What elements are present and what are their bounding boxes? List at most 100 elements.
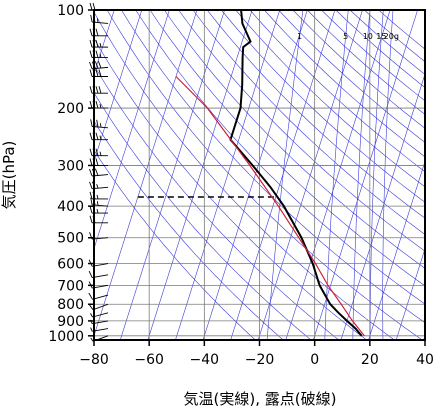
- x-tick-label: −60: [134, 352, 164, 368]
- isotherm-line: [230, 10, 336, 340]
- barb-flag: [90, 14, 93, 23]
- isotherm-line: [94, 10, 115, 75]
- dry-adiabat-line: [94, 11, 395, 340]
- barb-flag: [90, 119, 93, 127]
- isotherm-line: [94, 10, 198, 337]
- isotherm-line: [395, 247, 425, 340]
- dry-adiabat-line: [235, 10, 425, 188]
- dry-adiabat-line: [263, 10, 425, 158]
- mixing-ratio-label: 5: [343, 32, 348, 41]
- dry-adiabat-line: [94, 149, 256, 340]
- temperature-line: [229, 10, 363, 337]
- barb-flag: [98, 69, 102, 77]
- barb-flag: [97, 61, 102, 69]
- barb-half-flag: [99, 103, 102, 109]
- y-tick-label: 800: [57, 297, 84, 313]
- isotherm-line: [147, 10, 253, 340]
- mixing-ratio-label: 20g: [384, 32, 399, 41]
- barb-half-flag: [96, 208, 99, 214]
- dry-adiabat-line: [221, 10, 425, 203]
- mixing-ratio-label: 15: [376, 32, 386, 41]
- barb-flag: [89, 50, 93, 58]
- barb-flag: [89, 132, 93, 140]
- x-tick-labels: −80 −60 −40 −20 0 20 40: [79, 352, 434, 368]
- barb-flag: [89, 2, 93, 11]
- dry-adiabat-line: [94, 37, 368, 340]
- barb-flag: [95, 132, 99, 140]
- dry-adiabat-line: [206, 10, 425, 219]
- y-tick-label: 1000: [48, 329, 84, 345]
- parcel-line: [175, 76, 365, 337]
- wind-barb: [90, 312, 109, 318]
- isotherm-line: [94, 10, 143, 163]
- barb-staff: [92, 294, 109, 300]
- barb-half-flag: [99, 151, 102, 156]
- barb-half-flag: [96, 194, 99, 200]
- barb-flag: [89, 169, 93, 177]
- dry-adiabat-line: [249, 10, 425, 173]
- x-tick-label: 0: [310, 352, 319, 368]
- mixing-ratio-label: 1: [297, 32, 302, 41]
- barb-staff: [92, 303, 109, 311]
- dry-adiabat-line: [121, 10, 425, 324]
- dry-adiabat-line: [278, 10, 425, 143]
- barb-flag: [95, 100, 99, 109]
- isotherm-line: [119, 10, 225, 340]
- x-tick-label: −40: [190, 352, 220, 368]
- dry-adiabat-line: [178, 10, 425, 252]
- y-tick-label: 100: [57, 3, 84, 19]
- barb-flag: [95, 148, 99, 156]
- x-tick-label: 40: [416, 352, 434, 368]
- barb-flag: [94, 61, 99, 69]
- barb-flag: [96, 119, 99, 128]
- isotherm-line: [94, 10, 170, 250]
- x-tick-label: −80: [79, 352, 109, 368]
- barb-staff: [92, 312, 109, 318]
- dry-adiabat-line: [163, 10, 425, 269]
- y-tick-label: 200: [57, 101, 84, 117]
- barb-flag: [89, 28, 93, 36]
- series-layer: [137, 10, 365, 337]
- barb-flag: [88, 292, 93, 300]
- dry-adiabat-line: [135, 10, 425, 305]
- barb-flag: [94, 168, 99, 176]
- barb-flag: [98, 86, 102, 94]
- grid-lines: [94, 10, 425, 340]
- dry-adiabat-line: [94, 64, 340, 340]
- y-tick-label: 300: [57, 158, 84, 174]
- barb-flag: [89, 191, 93, 200]
- barb-half-flag: [99, 42, 102, 48]
- barb-half-flag: [99, 123, 102, 128]
- y-tick-label: 400: [57, 199, 84, 215]
- barb-half-flag: [99, 53, 102, 58]
- barb-flag: [89, 215, 93, 223]
- mixing-ratio-label: 10: [363, 32, 373, 41]
- barb-half-flag: [90, 327, 93, 332]
- wind-barb: [88, 292, 109, 300]
- barb-half-flag: [90, 337, 94, 342]
- barb-flag: [95, 39, 99, 48]
- dry-adiabat-line: [94, 92, 312, 340]
- dry-adiabat-line: [106, 10, 423, 340]
- y-tick-label: 700: [57, 278, 84, 294]
- barb-half-flag: [96, 18, 99, 23]
- barb-flag: [95, 28, 99, 36]
- barb-flag: [95, 50, 99, 58]
- barb-flag: [89, 69, 93, 77]
- barb-flag: [89, 205, 93, 214]
- barb-half-flag: [90, 313, 93, 318]
- barb-flag: [95, 69, 99, 77]
- barb-half-flag: [96, 201, 99, 206]
- x-tick-label: 20: [361, 352, 379, 368]
- x-tick-label: −20: [245, 352, 275, 368]
- dry-adiabat-line: [149, 10, 425, 287]
- barb-half-flag: [99, 135, 102, 140]
- barb-flag: [89, 61, 93, 69]
- barb-flag: [95, 158, 99, 166]
- barb-flag: [90, 197, 93, 205]
- y-tick-label: 900: [57, 314, 84, 330]
- barb-flag: [89, 181, 93, 189]
